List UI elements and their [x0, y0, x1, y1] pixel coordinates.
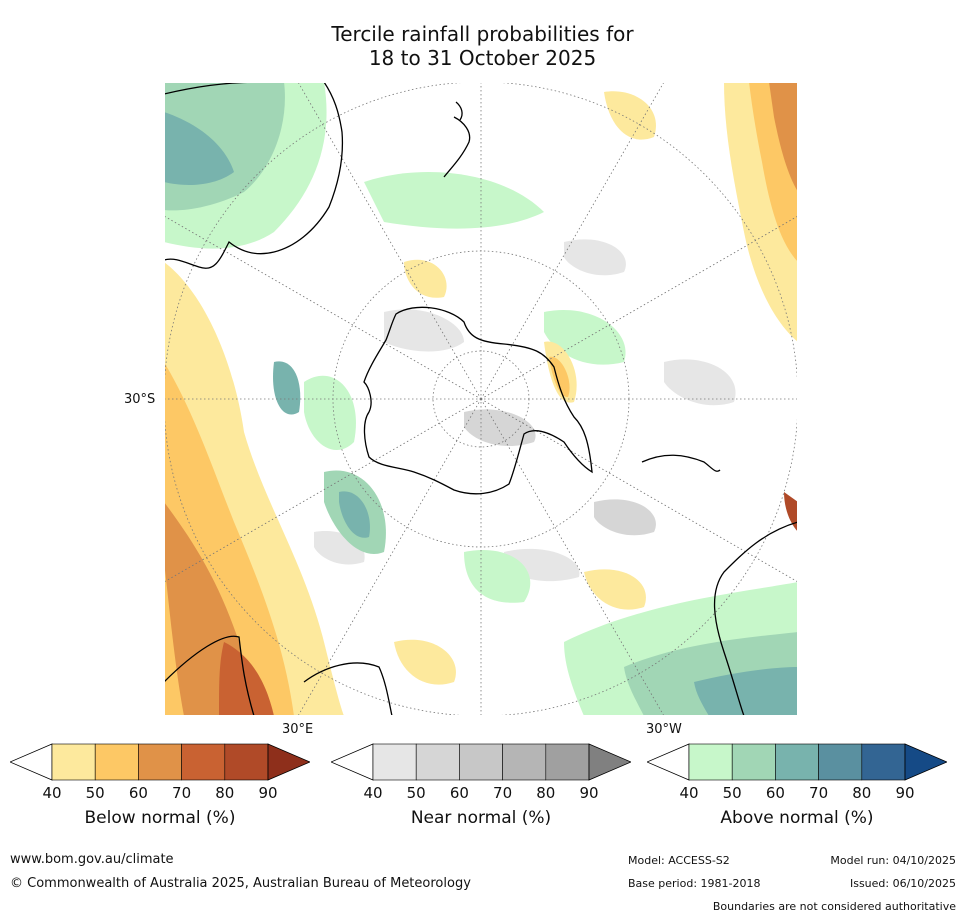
- colorbar-near-segment: [502, 743, 547, 781]
- footer-issued: Issued: 06/10/2025: [849, 877, 956, 890]
- lat-label-30S: 30°S: [124, 392, 156, 407]
- footer-model-run: Model run: 04/10/2025: [830, 854, 956, 867]
- footer-base-period: Base period: 1981-2018: [628, 877, 761, 890]
- colorbar-above-segment: [818, 743, 863, 781]
- colorbar-below-tick-label: 80: [215, 784, 235, 802]
- footer-copyright: © Commonwealth of Australia 2025, Austra…: [10, 876, 471, 891]
- colorbar-near-tick-label: 60: [449, 784, 469, 802]
- colorbar-above-segment: [731, 743, 776, 781]
- colorbar-below-segment: [181, 743, 226, 781]
- colorbar-below-tick-label: 90: [258, 784, 278, 802]
- colorbar-above-tick-label: 60: [765, 784, 785, 802]
- colorbar-near-max-extension: [588, 743, 633, 781]
- colorbar-near-tick-label: 90: [579, 784, 599, 802]
- colorbar-below-max-extension: [267, 743, 312, 781]
- colorbar-below-tick-label: 40: [42, 784, 62, 802]
- colorbar-above-segment: [688, 743, 733, 781]
- colorbar-above-segment: [775, 743, 819, 781]
- lon-label-30E: 30°E: [282, 722, 314, 737]
- colorbar-above-tick-label: 40: [679, 784, 699, 802]
- footer-website: www.bom.gov.au/climate: [10, 852, 174, 867]
- colorbar-above-min-extension: [645, 743, 690, 781]
- new-zealand-coastline: [443, 116, 471, 178]
- footer-model: Model: ACCESS-S2: [628, 854, 730, 867]
- colorbar-above-tick-label: 50: [722, 784, 742, 802]
- title-line-2: 18 to 31 October 2025: [368, 46, 597, 70]
- colorbar-above-tick-label: 70: [809, 784, 829, 802]
- colorbar-near-segment: [415, 743, 460, 781]
- colorbar-above: 40 50 60 70 80 90: [645, 742, 949, 802]
- colorbar-below-segment: [224, 743, 269, 781]
- colorbar-near-tick-label: 70: [493, 784, 513, 802]
- graticule: [164, 82, 798, 716]
- colorbar-above-tick-label: 80: [852, 784, 872, 802]
- colorbar-near-tick-label: 80: [536, 784, 556, 802]
- footer-disclaimer: Boundaries are not considered authoritat…: [712, 900, 956, 913]
- colorbar-near-segment: [372, 743, 417, 781]
- colorbar-near-segment: [459, 743, 503, 781]
- polar-rainfall-map: [164, 82, 798, 716]
- colorbar-near-segment: [545, 743, 590, 781]
- colorbar-below: 40 50 60 70 80 90: [8, 742, 312, 802]
- colorbar-above-tick-label: 90: [895, 784, 915, 802]
- colorbar-below-segment: [138, 743, 182, 781]
- chart-title: Tercile rainfall probabilities for 18 to…: [0, 22, 965, 70]
- colorbar-above-segment: [861, 743, 906, 781]
- colorbar-below-segment: [51, 743, 96, 781]
- colorbar-near-min-extension: [329, 743, 374, 781]
- colorbar-above-title: Above normal (%): [720, 808, 874, 828]
- colorbar-near-title: Near normal (%): [410, 808, 552, 828]
- south-america-coastline: [713, 521, 798, 716]
- rainfall-probability-field: [164, 82, 798, 716]
- colorbar-above-max-extension: [904, 743, 949, 781]
- colorbar-below-min-extension: [8, 743, 53, 781]
- colorbar-below-tick-label: 50: [85, 784, 105, 802]
- antarctica-coastline: [363, 306, 593, 495]
- lon-label-30W: 30°W: [646, 722, 682, 737]
- title-line-1: Tercile rainfall probabilities for: [331, 22, 634, 46]
- colorbar-below-title: Below normal (%): [84, 808, 236, 828]
- colorbar-below-segment: [94, 743, 139, 781]
- colorbar-near-tick-label: 50: [406, 784, 426, 802]
- colorbar-near-tick-label: 40: [363, 784, 383, 802]
- africa-coastline: [164, 635, 255, 716]
- colorbar-near: 40 50 60 70 80 90: [329, 742, 633, 802]
- colorbar-below-tick-label: 60: [128, 784, 148, 802]
- colorbar-below-tick-label: 70: [172, 784, 192, 802]
